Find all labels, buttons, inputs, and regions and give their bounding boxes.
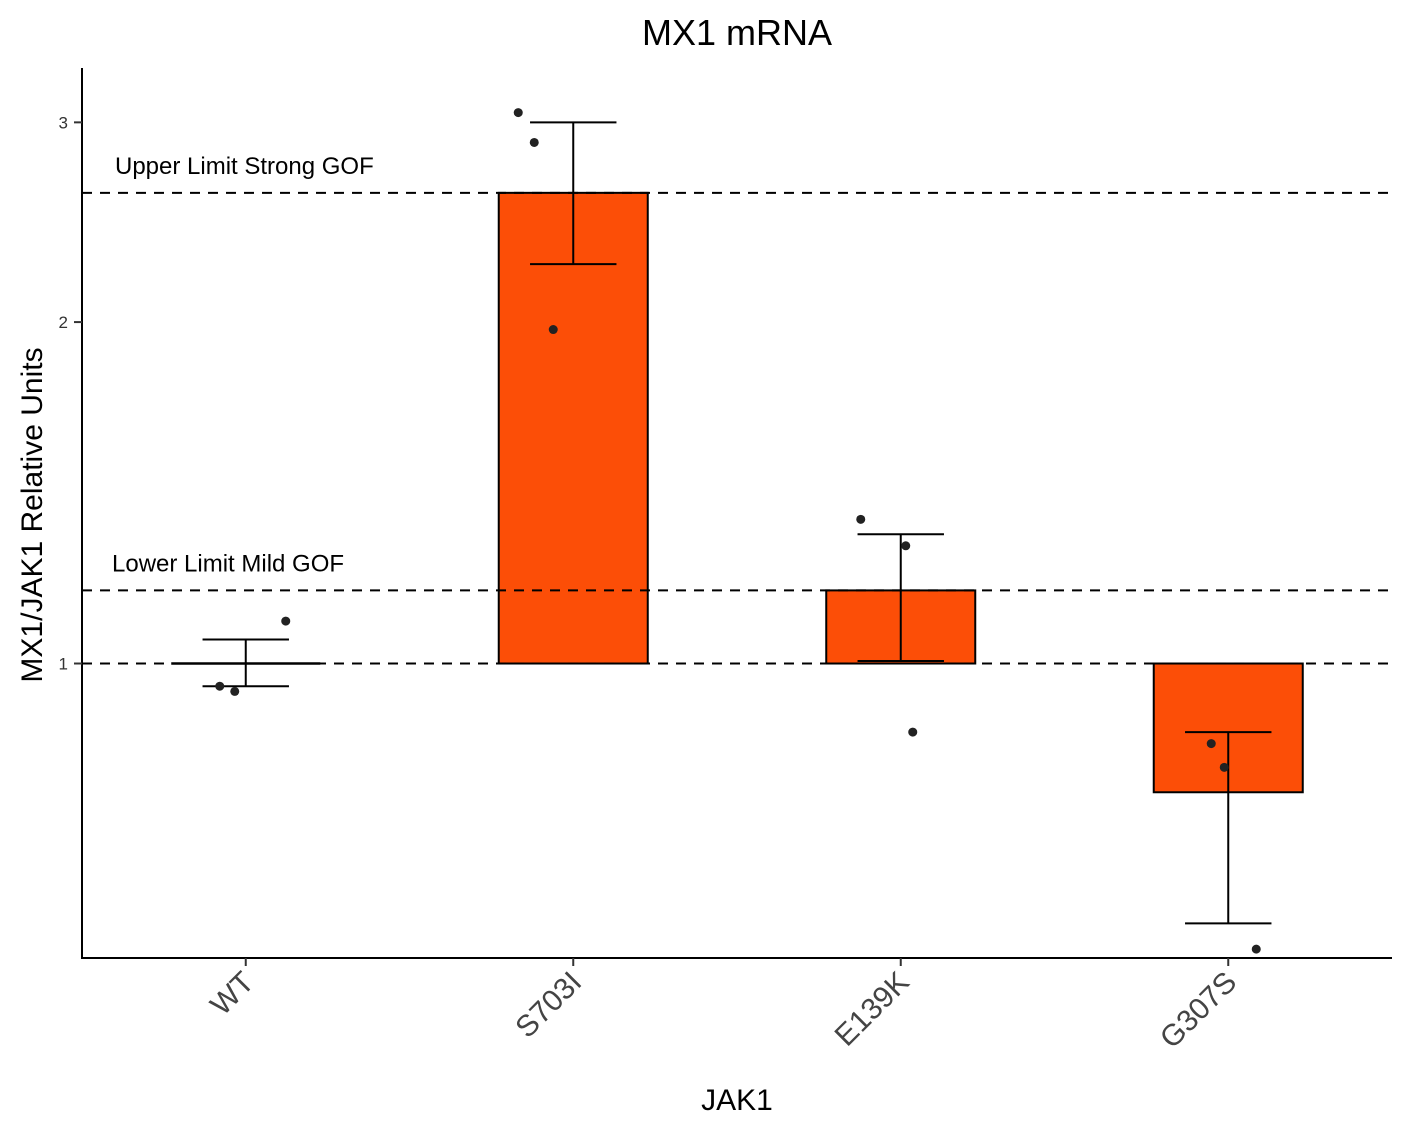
data-point-s703i-0 xyxy=(513,108,523,118)
x-axis-title: JAK1 xyxy=(701,1084,773,1117)
x-tick-label-wt: WT xyxy=(204,966,260,1022)
points-layer xyxy=(215,108,1261,954)
x-tick-label-g307s: G307S xyxy=(1154,966,1243,1055)
y-axis-title: MX1/JAK1 Relative Units xyxy=(16,347,49,682)
x-tick-label-e139k: E139K xyxy=(829,966,916,1053)
data-point-e139k-2 xyxy=(908,727,918,737)
data-point-wt-2 xyxy=(281,616,291,626)
data-point-s703i-2 xyxy=(548,325,558,335)
data-point-e139k-0 xyxy=(856,514,866,524)
reference-label-1: Lower Limit Mild GOF xyxy=(112,550,344,577)
data-point-wt-0 xyxy=(215,681,225,691)
x-tick-label-s703i: S703I xyxy=(509,966,588,1045)
y-tick-label-1: 2 xyxy=(59,313,68,332)
data-point-e139k-1 xyxy=(901,541,911,551)
y-tick-label-0: 1 xyxy=(59,655,68,674)
y-tick-label-2: 3 xyxy=(59,113,68,132)
reference-label-2: Upper Limit Strong GOF xyxy=(115,153,374,180)
chart-title: MX1 mRNA xyxy=(642,12,832,53)
data-point-s703i-1 xyxy=(529,137,539,147)
data-point-g307s-0 xyxy=(1206,739,1216,749)
reference-lines-layer: Lower Limit Mild GOF Upper Limit Strong G… xyxy=(82,153,1392,665)
data-point-g307s-2 xyxy=(1251,944,1261,954)
data-point-g307s-1 xyxy=(1219,762,1229,772)
bars-layer xyxy=(171,191,1304,794)
data-point-wt-1 xyxy=(230,686,240,696)
error-bars-layer xyxy=(202,121,1272,925)
